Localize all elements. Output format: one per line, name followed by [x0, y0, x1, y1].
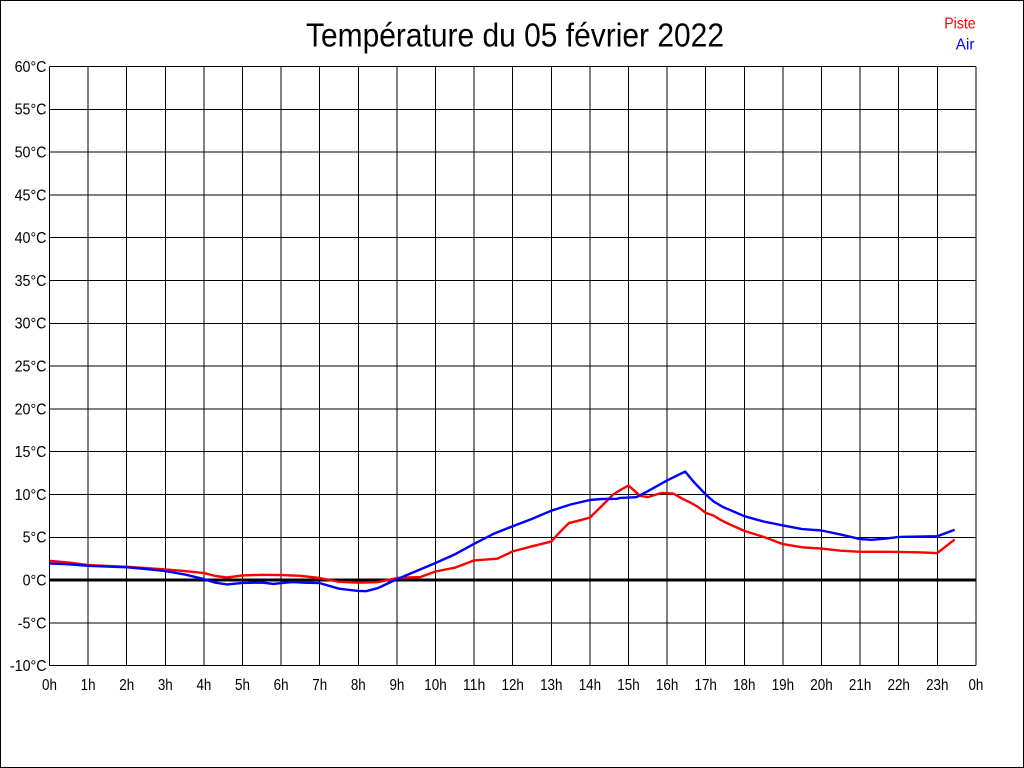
svg-text:Air: Air — [956, 37, 975, 54]
svg-text:5°C: 5°C — [23, 530, 47, 547]
svg-text:60°C: 60°C — [15, 59, 47, 76]
svg-text:21h: 21h — [849, 677, 871, 694]
svg-text:7h: 7h — [312, 677, 327, 694]
svg-text:15h: 15h — [617, 677, 639, 694]
svg-text:6h: 6h — [274, 677, 289, 694]
svg-text:13h: 13h — [540, 677, 562, 694]
svg-text:18h: 18h — [733, 677, 755, 694]
svg-text:10h: 10h — [424, 677, 446, 694]
svg-text:20°C: 20°C — [15, 401, 47, 418]
svg-text:55°C: 55°C — [15, 102, 47, 119]
svg-text:30°C: 30°C — [15, 316, 47, 333]
svg-text:5h: 5h — [235, 677, 250, 694]
svg-text:16h: 16h — [656, 677, 678, 694]
svg-text:14h: 14h — [579, 677, 601, 694]
svg-text:45°C: 45°C — [15, 187, 47, 204]
svg-text:4h: 4h — [196, 677, 211, 694]
svg-text:0h: 0h — [968, 677, 983, 694]
svg-text:Température du 05 février 2022: Température du 05 février 2022 — [306, 16, 724, 53]
svg-text:20h: 20h — [810, 677, 832, 694]
svg-text:3h: 3h — [158, 677, 173, 694]
svg-text:50°C: 50°C — [15, 145, 47, 162]
svg-text:2h: 2h — [119, 677, 134, 694]
svg-text:0°C: 0°C — [23, 573, 47, 590]
svg-text:10°C: 10°C — [15, 487, 47, 504]
svg-text:23h: 23h — [926, 677, 948, 694]
svg-text:17h: 17h — [695, 677, 717, 694]
svg-text:25°C: 25°C — [15, 359, 47, 376]
svg-text:35°C: 35°C — [15, 273, 47, 290]
svg-text:1h: 1h — [81, 677, 96, 694]
svg-text:Piste: Piste — [944, 16, 976, 33]
svg-text:40°C: 40°C — [15, 230, 47, 247]
svg-text:9h: 9h — [389, 677, 404, 694]
svg-text:15°C: 15°C — [15, 444, 47, 461]
svg-text:11h: 11h — [463, 677, 485, 694]
svg-text:-5°C: -5°C — [18, 615, 47, 632]
svg-text:22h: 22h — [888, 677, 910, 694]
svg-text:-10°C: -10°C — [10, 658, 47, 675]
svg-text:19h: 19h — [772, 677, 794, 694]
svg-text:8h: 8h — [351, 677, 366, 694]
svg-text:0h: 0h — [42, 677, 57, 694]
svg-text:12h: 12h — [502, 677, 524, 694]
